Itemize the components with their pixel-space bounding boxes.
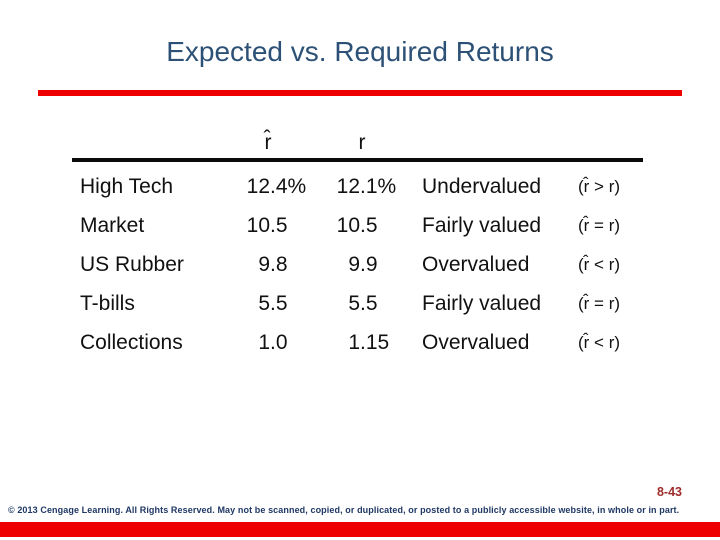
table-row: US Rubber 9.8 9.9 Overvalued (r̂ < r)	[0, 245, 720, 284]
expected-return-value: 12.4%	[246, 175, 307, 198]
valuation-formula: (r̂ < r)	[578, 333, 621, 352]
valuation-formula: (r̂ > r)	[578, 177, 621, 196]
slide-title: Expected vs. Required Returns	[166, 36, 554, 67]
expected-return-value: 5.5	[258, 292, 288, 315]
valuation-label: Fairly valued	[422, 292, 542, 315]
required-return-value: 9.9	[348, 253, 378, 276]
copyright-notice: © 2013 Cengage Learning. All Rights Rese…	[8, 505, 680, 515]
table-row: Market 10.5 10.5 Fairly valued (r̂ = r)	[0, 206, 720, 245]
table-row: Collections 1.0 1.15 Overvalued (r̂ < r)	[0, 323, 720, 362]
security-name: T-bills	[80, 292, 135, 315]
security-name: Market	[80, 214, 145, 237]
bottom-accent-bar	[0, 522, 720, 537]
valuation-label: Overvalued	[422, 253, 530, 276]
col-header-required-return: r	[358, 131, 366, 154]
security-name: US Rubber	[80, 253, 184, 276]
valuation-formula: (r̂ = r)	[578, 216, 621, 235]
valuation-label: Undervalued	[422, 175, 542, 198]
required-return-value: 10.5	[336, 214, 378, 237]
col-header-expected-return: r̂	[264, 131, 272, 154]
slide-number: 8-43	[656, 485, 682, 499]
table-row: High Tech 12.4% 12.1% Undervalued (r̂ > …	[0, 167, 720, 206]
table-header: r̂ r	[0, 127, 720, 158]
valuation-label: Fairly valued	[422, 214, 542, 237]
title-rule	[38, 90, 682, 96]
valuation-label: Overvalued	[422, 331, 530, 354]
returns-table: High Tech 12.4% 12.1% Undervalued (r̂ > …	[0, 167, 720, 362]
required-return-value: 1.15	[348, 331, 390, 354]
security-name: High Tech	[80, 175, 174, 198]
expected-return-value: 9.8	[258, 253, 288, 276]
required-return-value: 12.1%	[336, 175, 397, 198]
table-header-rule	[72, 158, 643, 162]
valuation-formula: (r̂ < r)	[578, 255, 621, 274]
table-row: T-bills 5.5 5.5 Fairly valued (r̂ = r)	[0, 284, 720, 323]
expected-return-value: 1.0	[258, 331, 288, 354]
required-return-value: 5.5	[348, 292, 378, 315]
security-name: Collections	[80, 331, 183, 354]
valuation-formula: (r̂ = r)	[578, 294, 621, 313]
expected-return-value: 10.5	[246, 214, 288, 237]
